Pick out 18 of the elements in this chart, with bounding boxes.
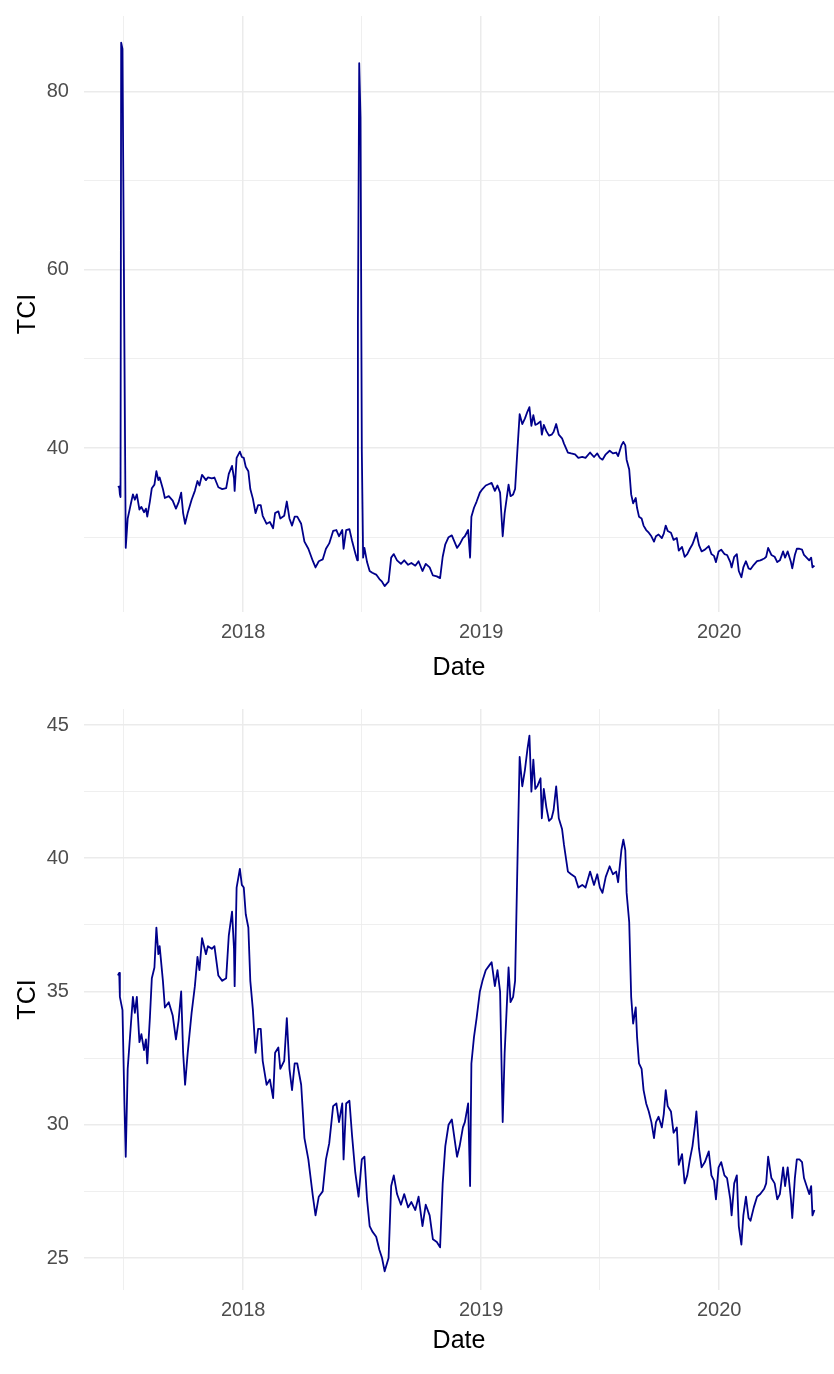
x-tick-label: 2018 — [220, 1297, 266, 1320]
y-tick-label: 35 — [46, 979, 69, 1002]
y-tick-label: 40 — [46, 435, 69, 458]
x-axis-title: Date — [432, 1324, 486, 1353]
y-axis-title: TCI — [11, 293, 40, 335]
y-tick-label: 25 — [46, 1245, 69, 1268]
x-tick-label: 2020 — [696, 1297, 742, 1320]
y-tick-label: 40 — [46, 845, 69, 868]
y-axis-title: TCI — [11, 979, 40, 1020]
y-tick-label: 30 — [46, 1112, 69, 1135]
x-axis-title: Date — [432, 651, 486, 680]
x-tick-label: 2019 — [458, 619, 504, 642]
x-tick-label: 2018 — [220, 619, 266, 642]
y-tick-label: 60 — [46, 257, 69, 280]
x-tick-label: 2019 — [458, 1297, 504, 1320]
y-tick-label: 45 — [46, 712, 69, 735]
y-tick-label: 80 — [46, 79, 69, 102]
x-tick-label: 2020 — [696, 619, 742, 642]
